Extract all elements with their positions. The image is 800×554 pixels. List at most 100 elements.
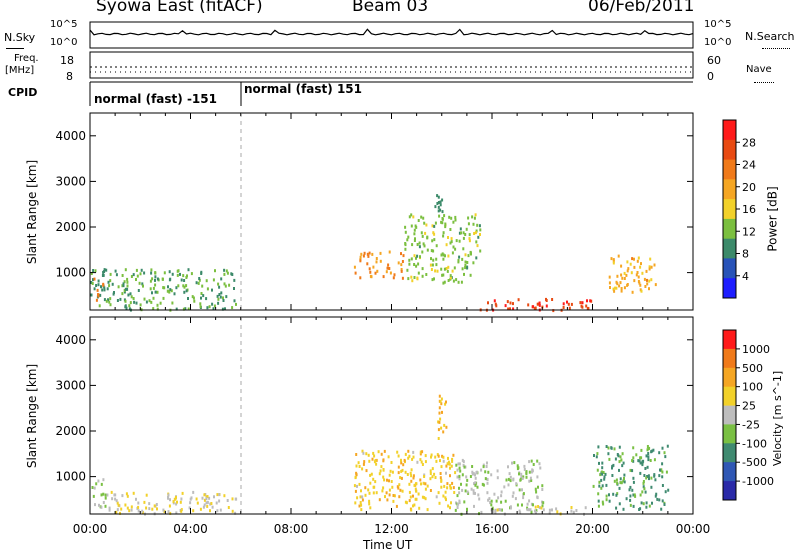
heatmap-cell	[509, 307, 511, 311]
heatmap-cell	[368, 459, 371, 463]
heatmap-cell	[368, 491, 371, 495]
heatmap-cell	[661, 475, 664, 479]
heatmap-cell	[104, 496, 107, 500]
heatmap-cell	[530, 470, 533, 474]
heatmap-cell	[437, 209, 440, 213]
heatmap-cell	[379, 259, 382, 263]
heatmap-cell	[200, 292, 203, 295]
heatmap-cell	[407, 277, 410, 281]
heatmap-cell	[509, 505, 512, 509]
heatmap-cell	[443, 267, 446, 271]
heatmap-cell	[420, 231, 423, 235]
colorbar-swatch	[723, 348, 736, 369]
heatmap-cell	[545, 299, 548, 302]
heatmap-cell	[659, 468, 661, 472]
heatmap-cell	[449, 276, 452, 280]
heatmap-cell	[455, 501, 457, 505]
heatmap-cell	[212, 278, 215, 282]
heatmap-cell	[422, 242, 425, 246]
heatmap-cell	[416, 254, 419, 258]
colorbar-tick-label: 4	[742, 270, 749, 283]
heatmap-cell	[407, 235, 410, 239]
heatmap-cell	[600, 470, 603, 474]
heatmap-cell	[358, 465, 361, 468]
heatmap-cell	[484, 470, 487, 474]
heatmap-cell	[433, 238, 436, 242]
heatmap-cell	[154, 290, 157, 294]
heatmap-cell	[597, 504, 600, 508]
colorbar-tick-label: 500	[742, 362, 763, 375]
heatmap-cell	[114, 493, 117, 497]
heatmap-cell	[126, 494, 129, 498]
heatmap-cell	[486, 461, 488, 465]
heatmap-cell	[645, 501, 648, 505]
heatmap-cell	[404, 230, 407, 234]
heatmap-cell	[355, 471, 358, 475]
heatmap-cell	[661, 446, 664, 450]
heatmap-cell	[653, 474, 656, 478]
heatmap-cell	[222, 296, 224, 300]
heatmap-cell	[639, 265, 642, 269]
heatmap-cell	[442, 257, 445, 261]
heatmap-cell	[421, 234, 424, 238]
heatmap-cell	[443, 484, 446, 488]
heatmap-cell	[417, 219, 420, 222]
heatmap-cell	[460, 280, 463, 284]
heatmap-cell	[410, 213, 413, 217]
heatmap-cell	[579, 301, 582, 305]
heatmap-cell	[629, 262, 632, 266]
heatmap-cell	[585, 304, 588, 308]
heatmap-cell	[664, 490, 667, 494]
heatmap-cell	[97, 293, 99, 297]
heatmap-cell	[612, 463, 615, 467]
colorbar-tick-label: 24	[742, 159, 756, 172]
heatmap-cell	[648, 267, 651, 271]
x-tick-label: 00:00	[676, 522, 711, 536]
heatmap-cell	[365, 452, 368, 456]
heatmap-cell	[423, 221, 426, 225]
heatmap-cell	[446, 269, 449, 273]
heatmap-cell	[425, 273, 428, 276]
heatmap-cell	[612, 287, 615, 291]
heatmap-cell	[429, 263, 432, 267]
heatmap-cell	[449, 228, 452, 231]
heatmap-cell	[439, 459, 441, 463]
heatmap-cell	[500, 500, 503, 504]
heatmap-cell	[103, 286, 106, 290]
heatmap-cell	[653, 458, 656, 462]
colorbar-tick-label: -1000	[742, 475, 774, 488]
heatmap-cell	[139, 303, 142, 307]
heatmap-cell	[612, 259, 615, 263]
heatmap-cell	[647, 455, 650, 459]
heatmap-cell	[410, 479, 413, 483]
heatmap-cell	[522, 475, 525, 479]
heatmap-cell	[644, 490, 647, 494]
heatmap-cell	[162, 508, 165, 512]
nave-label: Nave	[746, 64, 772, 75]
heatmap-cell	[644, 467, 647, 470]
heatmap-cell	[156, 307, 159, 311]
cpid-program-1: normal (fast) -151	[94, 92, 217, 106]
heatmap-cell	[154, 271, 157, 275]
heatmap-cell	[98, 503, 100, 507]
heatmap-cell	[513, 461, 516, 465]
heatmap-cell	[198, 278, 201, 282]
heatmap-cell	[359, 276, 362, 280]
heatmap-cell	[479, 233, 481, 236]
heatmap-cell	[231, 497, 234, 501]
heatmap-cell	[625, 497, 628, 501]
heatmap-cell	[126, 506, 129, 510]
heatmap-cell	[168, 504, 171, 508]
heatmap-cell	[447, 254, 450, 258]
heatmap-cell	[406, 473, 409, 476]
heatmap-cell	[562, 306, 565, 309]
heatmap-cell	[396, 450, 399, 454]
heatmap-cell	[612, 261, 615, 265]
heatmap-cell	[175, 495, 177, 499]
heatmap-cell	[442, 430, 445, 434]
heatmap-cell	[652, 448, 655, 452]
heatmap-cell	[454, 471, 457, 475]
heatmap-cell	[620, 264, 623, 268]
heatmap-cell	[436, 202, 439, 205]
heatmap-cell	[368, 251, 371, 255]
